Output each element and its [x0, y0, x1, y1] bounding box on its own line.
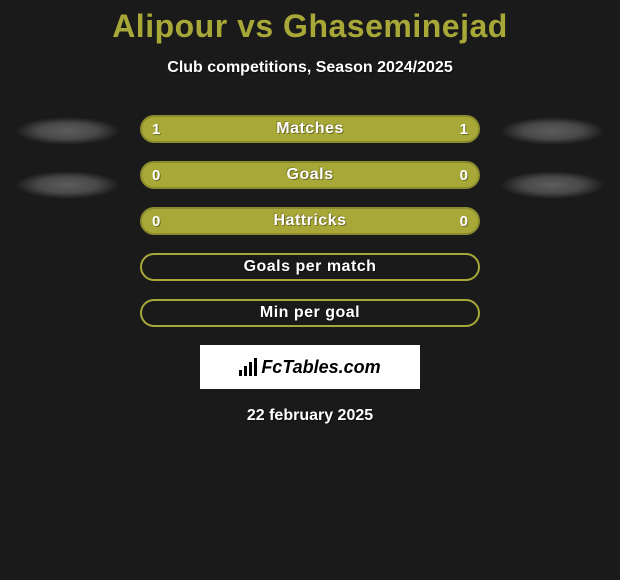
stat-bar-hattricks: 0 Hattricks 0	[140, 207, 480, 235]
bar-chart-icon	[239, 358, 257, 376]
stat-left-value: 0	[152, 167, 160, 184]
stat-right-value: 0	[460, 167, 468, 184]
page-title: Alipour vs Ghaseminejad	[112, 8, 508, 45]
stat-label: Goals	[287, 166, 334, 184]
logo-box: FcTables.com	[200, 345, 420, 389]
stat-label: Matches	[276, 120, 344, 138]
right-shadow-column	[500, 115, 605, 199]
player-shadow-left-2	[15, 171, 120, 199]
stat-bar-matches: 1 Matches 1	[140, 115, 480, 143]
stat-area: 1 Matches 1 0 Goals 0 0 Hattricks 0 Goal…	[0, 115, 620, 327]
stat-bars-column: 1 Matches 1 0 Goals 0 0 Hattricks 0 Goal…	[140, 115, 480, 327]
stat-left-value: 1	[152, 121, 160, 138]
stat-bar-goals: 0 Goals 0	[140, 161, 480, 189]
logo-text: FcTables.com	[261, 357, 380, 378]
player-shadow-left-1	[15, 117, 120, 145]
stat-right-value: 0	[460, 213, 468, 230]
stat-label: Hattricks	[274, 212, 347, 230]
stat-right-value: 1	[460, 121, 468, 138]
subtitle: Club competitions, Season 2024/2025	[167, 59, 452, 77]
stat-bar-min-per-goal: Min per goal	[140, 299, 480, 327]
left-shadow-column	[15, 115, 120, 199]
player-shadow-right-2	[500, 171, 605, 199]
date-text: 22 february 2025	[247, 407, 373, 425]
infographic-container: Alipour vs Ghaseminejad Club competition…	[0, 0, 620, 425]
stat-left-value: 0	[152, 213, 160, 230]
stat-label: Min per goal	[260, 304, 360, 322]
stat-bar-goals-per-match: Goals per match	[140, 253, 480, 281]
player-shadow-right-1	[500, 117, 605, 145]
stat-label: Goals per match	[244, 258, 377, 276]
